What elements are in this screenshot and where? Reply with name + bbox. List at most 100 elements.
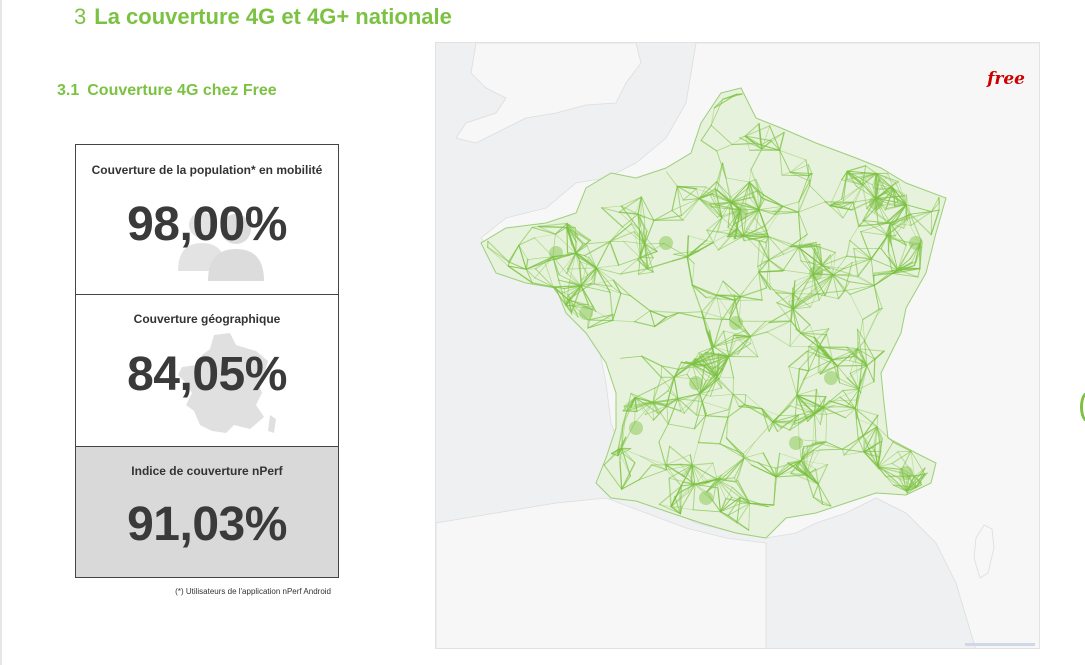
coverage-line (730, 201, 739, 230)
coverage-line (617, 449, 636, 464)
coverage-line (730, 181, 750, 198)
coverage-line (931, 202, 940, 212)
coverage-line (740, 208, 760, 210)
geographic-coverage-label: Couverture géographique (133, 312, 281, 326)
coverage-line (700, 124, 712, 141)
coverage-line (692, 509, 721, 513)
coverage-line (758, 271, 763, 301)
coverage-line (792, 308, 811, 326)
coverage-line (587, 267, 597, 276)
coverage-line (680, 463, 693, 466)
map-attribution-bar (965, 643, 1035, 646)
coverage-line (580, 285, 590, 306)
coverage-line (826, 408, 856, 415)
coverage-line (800, 460, 817, 470)
coverage-line (761, 235, 769, 263)
coverage-line (665, 445, 671, 466)
coverage-line (677, 398, 698, 416)
coverage-line (639, 242, 665, 259)
coverage-line (518, 226, 533, 246)
coverage-line (891, 268, 921, 274)
coverage-line (619, 461, 623, 490)
coverage-line (665, 312, 680, 318)
coverage-line (860, 223, 887, 232)
coverage-line (649, 310, 656, 328)
coverage-line (695, 188, 700, 200)
coverage-line (701, 311, 710, 334)
coverage-line (653, 210, 673, 221)
coverage-line (776, 293, 794, 303)
coverage-line (620, 355, 642, 359)
coverage-line (698, 186, 707, 199)
coverage-line (666, 171, 678, 187)
coverage-line (822, 503, 832, 507)
coverage-line (633, 231, 641, 258)
coverage-line (903, 195, 907, 206)
coverage-line (633, 231, 646, 245)
coverage-line (701, 401, 729, 411)
coverage-line (740, 296, 763, 301)
coverage-line (552, 233, 556, 258)
coverage-line (731, 496, 751, 504)
coverage-line (748, 181, 755, 198)
coverage-line (691, 464, 718, 480)
coverage-line (806, 350, 833, 361)
coverage-line (757, 461, 778, 478)
coverage-line (894, 204, 907, 207)
coverage-line (743, 452, 764, 459)
coverage-line (644, 243, 665, 245)
coverage-line (677, 398, 703, 403)
coverage-line (758, 208, 769, 235)
coverage-line (566, 227, 569, 256)
coverage-line (720, 503, 742, 513)
coverage-line (800, 441, 817, 462)
great-britain-landmass (455, 43, 642, 144)
coverage-line (873, 172, 878, 189)
coverage-line (677, 398, 682, 412)
coverage-line (857, 348, 863, 361)
coverage-line (776, 474, 807, 478)
coverage-line (637, 259, 648, 270)
coverage-line (818, 346, 825, 356)
coverage-line (776, 452, 781, 478)
coverage-line (652, 376, 662, 403)
coverage-line (885, 204, 907, 225)
coverage-line (854, 408, 878, 428)
coverage-line (783, 246, 800, 255)
coverage-line (657, 398, 679, 414)
coverage-line (698, 181, 718, 200)
coverage-line (772, 205, 784, 213)
coverage-line (558, 252, 577, 275)
coverage-line (887, 234, 913, 246)
coverage-line (836, 376, 860, 390)
coverage-line (717, 209, 741, 218)
coverage-line (858, 359, 863, 390)
subsection-title-text: Couverture 4G chez Free (87, 82, 277, 99)
coverage-line (682, 198, 700, 221)
coverage-line (700, 139, 718, 152)
subsection-number: 3.1 (57, 82, 80, 99)
coverage-line (757, 266, 760, 273)
coverage-line (906, 219, 921, 245)
coverage-line (611, 286, 622, 294)
coverage-line (772, 421, 782, 429)
coverage-line (676, 185, 700, 200)
coverage-line (727, 393, 734, 411)
coverage-line (795, 413, 816, 422)
coverage-line (733, 209, 741, 240)
coverage-line (829, 205, 843, 208)
coverage-line (691, 363, 712, 379)
coverage-line (799, 248, 823, 266)
coverage-line (727, 209, 741, 228)
coverage-line (717, 217, 723, 233)
coverage-line (639, 230, 648, 259)
coverage-line (588, 256, 597, 269)
coverage-line (798, 439, 802, 461)
coverage-line (733, 209, 760, 225)
coverage-line (832, 348, 859, 361)
coverage-line (698, 188, 716, 200)
coverage-line (810, 273, 814, 296)
coverage-line (772, 420, 797, 423)
coverage-line (733, 294, 742, 298)
coverage-line (876, 308, 883, 317)
